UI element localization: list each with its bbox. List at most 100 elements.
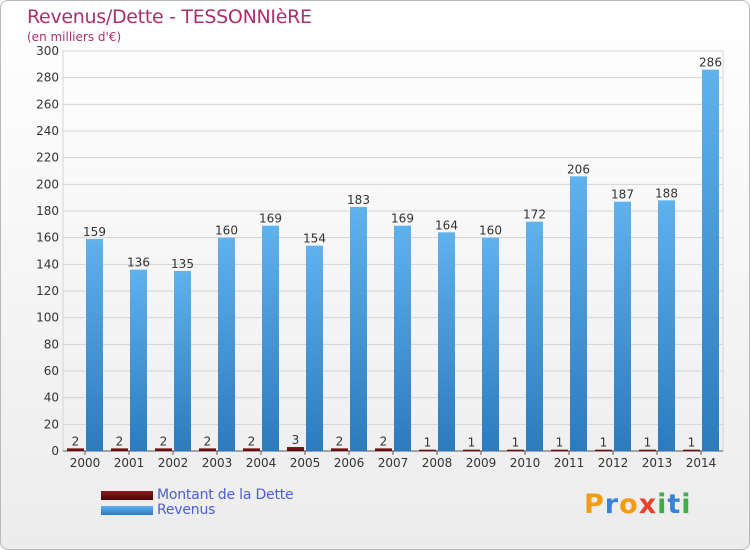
- x-tick-label: 2000: [70, 456, 101, 470]
- logo-letter: x: [638, 489, 658, 520]
- x-tick-label: 2010: [510, 456, 541, 470]
- x-tick-label: 2005: [290, 456, 321, 470]
- y-axis-ticks: 0 20 40 60 80 100 120 140 160 180 200 220 240 260 280 3…: [36, 44, 59, 458]
- x-tick-label: 2004: [246, 456, 277, 470]
- data-label-revenus-2006: 183: [347, 193, 370, 207]
- bars: [67, 69, 719, 452]
- bar-dette-2003: [199, 448, 216, 451]
- legend-label-revenus: Revenus: [157, 502, 216, 518]
- data-label-revenus-2001: 136: [127, 256, 150, 270]
- bar-dette-2005: [287, 447, 304, 451]
- data-label-revenus-2004: 169: [259, 212, 282, 226]
- data-label-dette-2013: 1: [644, 436, 652, 450]
- data-label-dette-2010: 1: [512, 436, 520, 450]
- data-label-revenus-2005: 154: [303, 232, 326, 246]
- bar-dette-2007: [375, 448, 392, 451]
- bar-dette-2013: [639, 449, 656, 452]
- data-label-revenus-2000: 159: [83, 225, 106, 239]
- data-label-dette-2011: 1: [556, 436, 564, 450]
- bar-revenus-2007: [394, 225, 411, 451]
- data-label-revenus-2013: 188: [655, 186, 678, 200]
- x-axis-ticks: 2000 2001 2002 2003 2004 2005 2006 2007 2008 2009…: [70, 451, 716, 470]
- data-label-revenus-2011: 206: [567, 162, 590, 176]
- x-tick-label: 2002: [158, 456, 189, 470]
- bar-revenus-2010: [526, 221, 543, 451]
- y-tick-label: 140: [36, 257, 59, 271]
- legend-item-revenus: Revenus: [101, 502, 215, 518]
- bar-dette-2008: [419, 449, 436, 452]
- y-tick-label: 80: [44, 337, 59, 351]
- bar-dette-2000: [67, 448, 84, 451]
- bar-dette-2009: [463, 449, 480, 452]
- x-tick-label: 2006: [334, 456, 365, 470]
- legend-swatch-dette: [101, 490, 153, 500]
- data-label-revenus-2003: 160: [215, 224, 238, 238]
- legend-swatch-revenus: [101, 505, 153, 515]
- x-tick-label: 2013: [642, 456, 673, 470]
- data-label-dette-2006: 2: [336, 434, 344, 448]
- y-tick-label: 40: [44, 391, 59, 405]
- data-labels: 2 159 2 136 2 135 2 160 2 169 3 154 2 183 2 169 1 164 1 160…: [72, 56, 722, 450]
- data-label-dette-2000: 2: [72, 434, 80, 448]
- y-tick-label: 0: [51, 444, 59, 458]
- data-label-revenus-2010: 172: [523, 208, 546, 222]
- data-label-revenus-2002: 135: [171, 257, 194, 271]
- bar-dette-2001: [111, 448, 128, 451]
- logo-letter: o: [619, 489, 639, 520]
- y-tick-label: 120: [36, 284, 59, 298]
- data-label-revenus-2009: 160: [479, 224, 502, 238]
- y-tick-label: 100: [36, 311, 59, 325]
- x-tick-label: 2001: [114, 456, 145, 470]
- y-tick-label: 60: [44, 364, 59, 378]
- data-label-dette-2001: 2: [116, 434, 124, 448]
- y-tick-label: 240: [36, 124, 59, 138]
- bar-revenus-2003: [218, 237, 235, 451]
- bar-revenus-2002: [174, 271, 191, 451]
- x-tick-label: 2007: [378, 456, 409, 470]
- y-tick-label: 300: [36, 44, 59, 58]
- logo-letter: i: [681, 489, 692, 520]
- x-tick-label: 2009: [466, 456, 497, 470]
- bar-revenus-2012: [614, 201, 631, 451]
- legend-item-dette: Montant de la Dette: [101, 487, 294, 503]
- bar-dette-2012: [595, 449, 612, 452]
- data-label-revenus-2012: 187: [611, 188, 634, 202]
- data-label-dette-2004: 2: [248, 434, 256, 448]
- bar-dette-2011: [551, 449, 568, 452]
- data-label-dette-2014: 1: [688, 436, 696, 450]
- logo-letter: P: [584, 489, 605, 520]
- bar-revenus-2005: [306, 245, 323, 451]
- data-label-dette-2008: 1: [424, 436, 432, 450]
- bar-dette-2002: [155, 448, 172, 451]
- data-label-dette-2003: 2: [204, 434, 212, 448]
- data-label-revenus-2014: 286: [699, 56, 722, 70]
- x-tick-label: 2003: [202, 456, 233, 470]
- bar-dette-2010: [507, 449, 524, 452]
- logo-letter: i: [657, 489, 668, 520]
- data-label-revenus-2007: 169: [391, 212, 414, 226]
- bar-revenus-2008: [438, 232, 455, 451]
- bar-revenus-2009: [482, 237, 499, 451]
- legend-label-dette: Montant de la Dette: [157, 487, 294, 503]
- proxiti-logo: Proxiti: [584, 489, 692, 520]
- data-label-dette-2002: 2: [160, 434, 168, 448]
- bar-revenus-2011: [570, 176, 587, 452]
- y-tick-label: 280: [36, 71, 59, 85]
- y-tick-label: 20: [44, 417, 59, 431]
- x-tick-label: 2008: [422, 456, 453, 470]
- data-label-revenus-2008: 164: [435, 218, 458, 232]
- bar-revenus-2000: [86, 239, 103, 451]
- bar-revenus-2013: [658, 200, 675, 451]
- logo-letter: r: [604, 489, 620, 520]
- bar-dette-2014: [683, 449, 700, 452]
- bar-dette-2006: [331, 448, 348, 451]
- logo-letter: t: [667, 489, 682, 520]
- chart-subtitle: (en milliers d'€): [27, 30, 122, 44]
- y-tick-label: 160: [36, 231, 59, 245]
- y-tick-label: 220: [36, 151, 59, 165]
- bar-revenus-2004: [262, 225, 279, 451]
- y-tick-label: 180: [36, 204, 59, 218]
- data-label-dette-2012: 1: [600, 436, 608, 450]
- y-tick-label: 260: [36, 97, 59, 111]
